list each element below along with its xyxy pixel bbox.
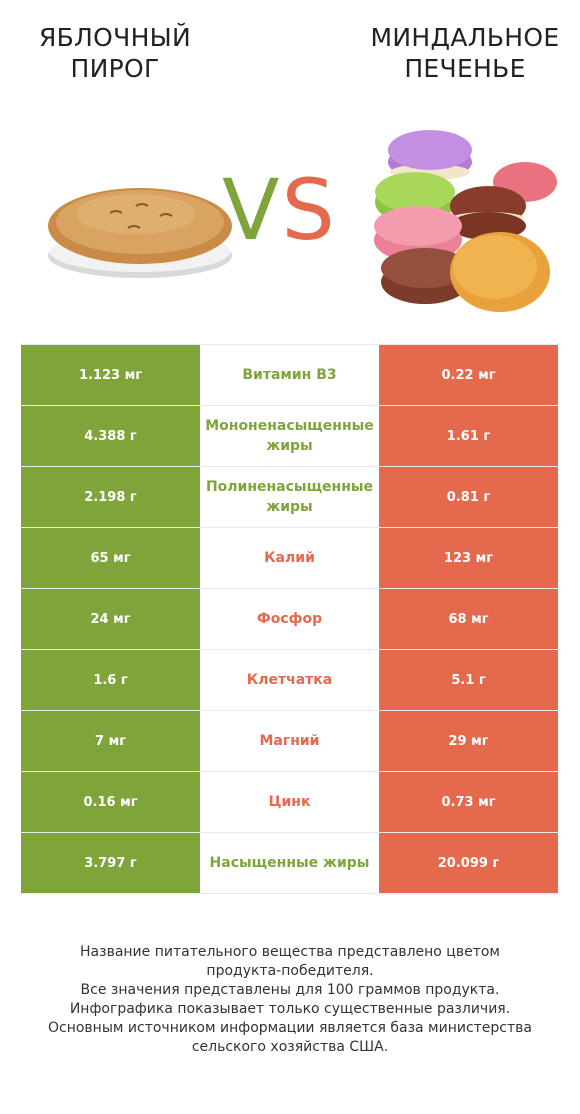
table-row: 0.16 мг Цинк 0.73 мг xyxy=(21,772,558,833)
nutrient-name: Клетчатка xyxy=(246,672,333,688)
footer-line: сельского хозяйства США. xyxy=(191,1039,389,1055)
right-product-title-line2: ПЕЧЕНЬЕ xyxy=(404,54,526,83)
table-row: 65 мг Калий 123 мг xyxy=(21,528,558,589)
left-value: 1.6 г xyxy=(21,650,200,710)
footer-note: Название питательного вещества представл… xyxy=(10,943,570,1057)
right-value: 29 мг xyxy=(379,711,558,771)
macaron-chocolate xyxy=(381,248,469,304)
footer-line: Все значения представлены для 100 граммо… xyxy=(80,982,500,998)
left-value: 65 мг xyxy=(21,528,200,588)
nutrient-name: Магний xyxy=(259,733,320,749)
macaron-purple xyxy=(388,130,472,180)
apple-pie-image xyxy=(48,188,232,278)
vs-v: V xyxy=(222,161,282,259)
left-value: 0.16 мг xyxy=(21,772,200,832)
right-value: 1.61 г xyxy=(379,406,558,466)
right-value: 0.81 г xyxy=(379,467,558,527)
right-value: 68 мг xyxy=(379,589,558,649)
footer-line: Основным источником информации является … xyxy=(48,1020,532,1036)
vs-s: S xyxy=(281,161,337,259)
right-value: 123 мг xyxy=(379,528,558,588)
table-row: 1.123 мг Витамин B3 0.22 мг xyxy=(21,344,558,406)
left-product-title-line2: ПИРОГ xyxy=(70,54,160,83)
nutrient-name: Фосфор xyxy=(256,611,323,627)
macarons-image xyxy=(374,130,557,312)
comparison-table: 1.123 мг Витамин B3 0.22 мг 4.388 г Моно… xyxy=(21,344,558,894)
footer-line: Название питательного вещества представл… xyxy=(80,944,500,960)
left-value: 3.797 г xyxy=(21,833,200,893)
left-value: 4.388 г xyxy=(21,406,200,466)
right-product-title: МИНДАЛЬНОЕ ПЕЧЕНЬЕ xyxy=(355,22,575,84)
nutrient-name: Цинк xyxy=(268,794,311,810)
left-value: 7 мг xyxy=(21,711,200,771)
nutrient-name: Витамин B3 xyxy=(242,367,337,383)
nutrient-name: Полиненасыщенные жиры xyxy=(205,479,374,515)
right-value: 20.099 г xyxy=(379,833,558,893)
footer-line: продукта-победителя. xyxy=(206,963,374,979)
vs-label: VS xyxy=(222,160,337,260)
nutrient-name: Мононенасыщенные жиры xyxy=(205,418,374,454)
nutrient-name: Насыщенные жиры xyxy=(209,855,370,871)
table-row: 24 мг Фосфор 68 мг xyxy=(21,589,558,650)
footer-line: Инфографика показывает только существенн… xyxy=(69,1001,511,1017)
left-value: 1.123 мг xyxy=(21,345,200,405)
table-row: 4.388 г Мононенасыщенные жиры 1.61 г xyxy=(21,406,558,467)
table-row: 1.6 г Клетчатка 5.1 г xyxy=(21,650,558,711)
right-value: 0.22 мг xyxy=(379,345,558,405)
table-row: 2.198 г Полиненасыщенные жиры 0.81 г xyxy=(21,467,558,528)
left-product-title: ЯБЛОЧНЫЙ ПИРОГ xyxy=(10,22,220,84)
table-row: 7 мг Магний 29 мг xyxy=(21,711,558,772)
nutrient-name: Калий xyxy=(264,550,315,566)
left-value: 24 мг xyxy=(21,589,200,649)
macaron-orange xyxy=(450,232,550,312)
table-row: 3.797 г Насыщенные жиры 20.099 г xyxy=(21,833,558,894)
right-product-title-line1: МИНДАЛЬНОЕ xyxy=(370,23,560,52)
left-value: 2.198 г xyxy=(21,467,200,527)
right-value: 5.1 г xyxy=(379,650,558,710)
left-product-title-line1: ЯБЛОЧНЫЙ xyxy=(38,23,192,52)
right-value: 0.73 мг xyxy=(379,772,558,832)
macaron-brown xyxy=(450,186,526,240)
